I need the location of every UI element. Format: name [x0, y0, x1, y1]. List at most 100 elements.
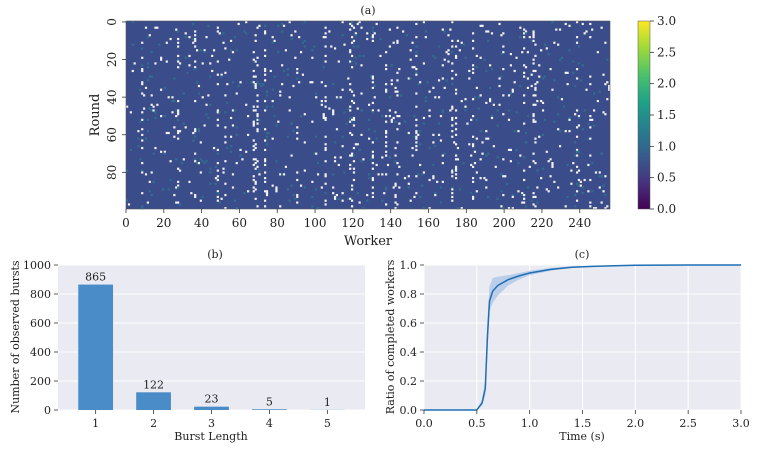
heatmap-cell — [521, 193, 524, 197]
heatmap-cell — [316, 207, 320, 210]
heatmap-outlier-cell — [451, 105, 454, 108]
heatmap-outlier-cell — [177, 130, 180, 133]
heatmap-cell — [536, 201, 539, 204]
heatmap-cell — [519, 36, 522, 39]
heatmap-outlier-cell — [490, 116, 494, 120]
heatmap-outlier-cell — [471, 197, 475, 200]
heatmap-outlier-cell — [475, 137, 478, 140]
heatmap-cell — [139, 88, 142, 91]
heatmap-outlier-cell — [224, 141, 227, 144]
heatmap-cell — [182, 122, 185, 125]
heatmap-outlier-cell — [160, 58, 163, 61]
heatmap-outlier-cell — [349, 131, 352, 135]
heatmap-cell — [141, 64, 144, 67]
line-y-tick-label: 0.6 — [400, 317, 418, 330]
heatmap-outlier-cell — [256, 122, 259, 125]
heatmap-outlier-cell — [485, 178, 488, 182]
line-y-tick-label: 1.0 — [400, 259, 418, 272]
heatmap-cell — [258, 118, 261, 121]
heatmap-cell — [400, 94, 403, 97]
heatmap-cell — [451, 186, 454, 189]
heatmap-outlier-cell — [360, 26, 363, 29]
heatmap-outlier-cell — [502, 175, 505, 178]
heatmap-outlier-cell — [175, 201, 178, 204]
heatmap-outlier-cell — [411, 154, 414, 157]
heatmap-outlier-cell — [608, 86, 611, 89]
heatmap-cell — [551, 21, 554, 24]
heatmap-cell — [419, 195, 422, 199]
heatmap-outlier-cell — [141, 139, 144, 142]
heatmap-cell — [154, 116, 157, 120]
heatmap-outlier-cell — [296, 201, 299, 204]
heatmap-cell — [415, 71, 418, 74]
heatmap-outlier-cell — [296, 178, 299, 182]
heatmap-outlier-cell — [252, 105, 255, 108]
heatmap-outlier-cell — [279, 173, 282, 176]
heatmap-cell — [199, 158, 202, 161]
heatmap-outlier-cell — [141, 111, 144, 114]
heatmap-cell — [354, 62, 357, 65]
heatmap-outlier-cell — [197, 162, 201, 165]
heatmap-outlier-cell — [184, 32, 187, 35]
heatmap-cell — [434, 56, 437, 59]
heatmap-cell — [275, 160, 278, 163]
heatmap-cell — [483, 58, 486, 61]
heatmap-outlier-cell — [371, 141, 374, 144]
heatmap-outlier-cell — [194, 66, 197, 69]
heatmap-outlier-cell — [247, 133, 250, 136]
heatmap-outlier-cell — [141, 192, 144, 195]
heatmap-outlier-cell — [471, 71, 475, 74]
heatmap-outlier-cell — [600, 201, 603, 204]
heatmap-outlier-cell — [165, 41, 168, 44]
heatmap-outlier-cell — [428, 90, 431, 93]
heatmap-outlier-cell — [177, 37, 180, 41]
heatmap-cell — [515, 111, 518, 114]
heatmap-outlier-cell — [396, 115, 399, 118]
heatmap-outlier-cell — [403, 177, 407, 180]
heatmap-cell — [347, 107, 350, 110]
heatmap-outlier-cell — [350, 118, 354, 121]
heatmap-outlier-cell — [432, 177, 435, 180]
heatmap-outlier-cell — [264, 49, 267, 52]
heatmap-outlier-cell — [288, 21, 291, 24]
heatmap-outlier-cell — [460, 41, 463, 44]
colorbar-tick-label: 2.5 — [657, 45, 676, 59]
heatmap-outlier-cell — [235, 162, 238, 165]
heatmap-outlier-cell — [473, 150, 477, 153]
heatmap-outlier-cell — [350, 199, 354, 202]
heatmap-outlier-cell — [540, 99, 543, 103]
heatmap-outlier-cell — [335, 128, 339, 131]
heatmap-outlier-cell — [350, 184, 354, 187]
heatmap-outlier-cell — [311, 81, 314, 84]
heatmap-outlier-cell — [523, 201, 526, 204]
heatmap-cell — [602, 184, 605, 187]
heatmap-x-tick-label: 40 — [194, 216, 209, 230]
heatmap-outlier-cell — [264, 128, 267, 131]
heatmap-outlier-cell — [534, 162, 537, 165]
heatmap-outlier-cell — [129, 111, 132, 114]
heatmap-outlier-cell — [551, 163, 554, 167]
heatmap-cell — [441, 111, 444, 114]
heatmap-outlier-cell — [589, 115, 592, 118]
heatmap-cell — [226, 146, 229, 150]
heatmap-outlier-cell — [127, 203, 131, 206]
heatmap-outlier-cell — [177, 66, 180, 69]
heatmap-outlier-cell — [549, 158, 552, 161]
heatmap-cell — [262, 83, 265, 86]
heatmap-outlier-cell — [532, 195, 535, 199]
heatmap-cell — [209, 75, 212, 78]
heatmap-outlier-cell — [415, 141, 418, 144]
heatmap-cell — [562, 105, 565, 108]
heatmap-outlier-cell — [502, 51, 505, 54]
heatmap-cell — [207, 116, 210, 120]
heatmap-outlier-cell — [194, 193, 197, 197]
heatmap-outlier-cell — [216, 148, 219, 152]
heatmap-outlier-cell — [388, 45, 391, 48]
heatmap-outlier-cell — [451, 130, 454, 133]
heatmap-outlier-cell — [350, 90, 354, 93]
heatmap-cell — [547, 52, 550, 56]
heatmap-outlier-cell — [471, 195, 475, 199]
heatmap-outlier-cell — [500, 34, 503, 37]
heatmap-outlier-cell — [371, 195, 374, 199]
heatmap-outlier-cell — [498, 103, 501, 106]
